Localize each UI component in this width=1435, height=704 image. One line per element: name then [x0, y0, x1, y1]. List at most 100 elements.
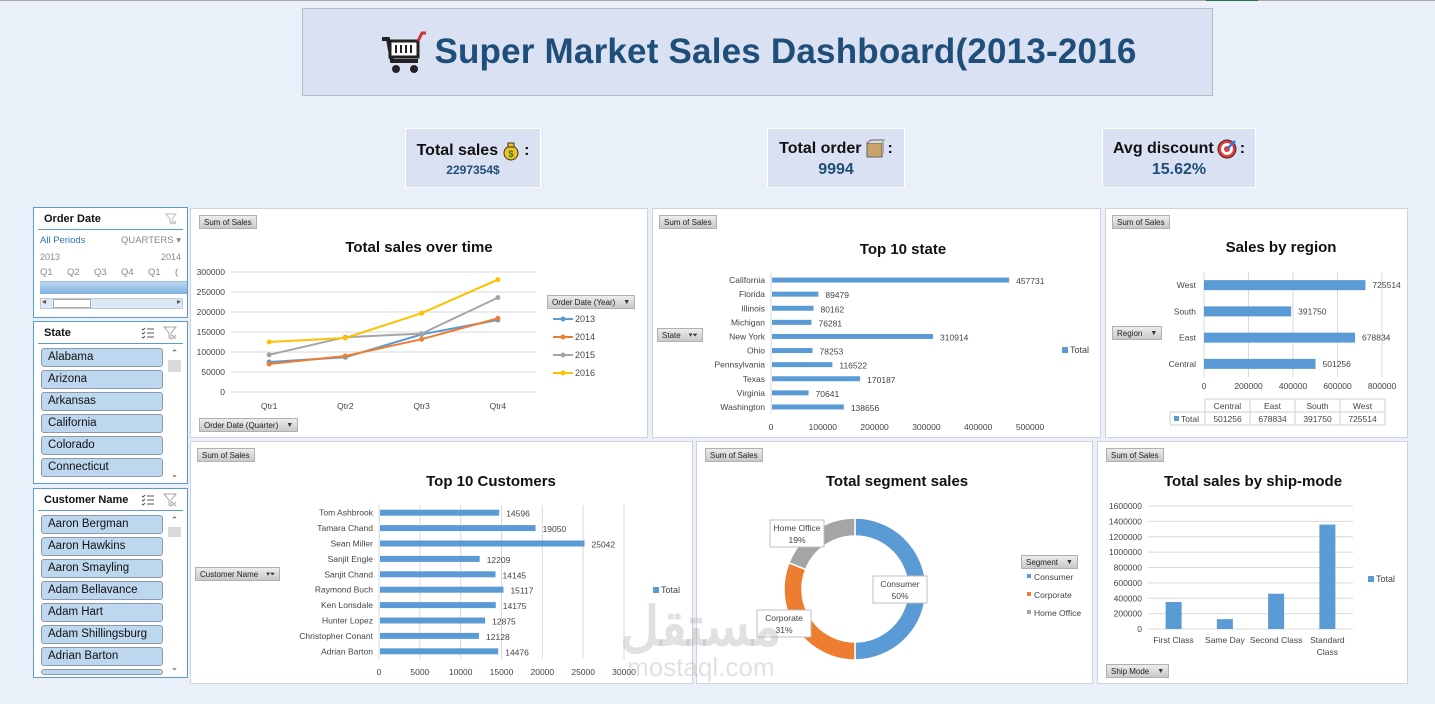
svg-text:5000: 5000	[410, 667, 429, 677]
slicer-item-customer[interactable]: Aaron Smayling	[41, 559, 163, 578]
timeline-scrollbar[interactable]: ◂ ▸	[40, 297, 183, 309]
slicer-item-customer[interactable]: Adrian Barton	[41, 647, 163, 666]
dropdown-arrow-icon: ▼	[286, 421, 294, 429]
svg-text:678834: 678834	[1258, 414, 1287, 424]
svg-text:West: West	[1177, 280, 1197, 290]
clear-filter-icon[interactable]	[163, 326, 177, 340]
timeline-bar[interactable]	[40, 281, 187, 294]
sum-of-sales-button[interactable]: Sum of Sales	[705, 448, 763, 462]
order-date-quarter-button[interactable]: Order Date (Quarter) ▼	[199, 418, 299, 432]
time-level-dropdown[interactable]: QUARTERS ▾	[120, 235, 181, 246]
sum-of-sales-button[interactable]: Sum of Sales	[197, 448, 255, 462]
multi-select-icon[interactable]	[141, 327, 155, 339]
quarter-label[interactable]: Q3	[94, 267, 107, 278]
slicer-item-customer[interactable]: Adam Shillingsburg	[41, 625, 163, 644]
svg-text:1400000: 1400000	[1109, 516, 1142, 526]
svg-text:Qtr3: Qtr3	[413, 401, 430, 411]
clear-filter-icon[interactable]	[165, 213, 177, 225]
sales-by-region-chart[interactable]: Sum of Sales Sales by region 0 200000 4000…	[1105, 208, 1408, 438]
svg-text:14175: 14175	[503, 601, 527, 611]
svg-text:1600000: 1600000	[1109, 501, 1142, 511]
svg-text:Adrian Barton: Adrian Barton	[321, 646, 373, 656]
slicer-item-alabama[interactable]: Alabama	[41, 348, 163, 367]
slicer-item-customer[interactable]: Aaron Hawkins	[41, 537, 163, 556]
chart-title: Total segment sales	[825, 473, 969, 490]
window-top-border	[0, 0, 1435, 1]
sum-of-sales-button[interactable]: Sum of Sales	[199, 215, 257, 229]
chart-title: Top 10 state	[859, 241, 947, 258]
scroll-thumb[interactable]	[53, 299, 91, 308]
scroll-thumb[interactable]	[168, 360, 181, 372]
slicer-item-arizona[interactable]: Arizona	[41, 370, 163, 389]
scroll-down-icon[interactable]: ⌄	[170, 469, 179, 479]
top10-customers-chart[interactable]: Sum of Sales Top 10 Customers 0 5000 10000…	[190, 441, 693, 684]
quarter-label[interactable]: Q1	[40, 267, 53, 278]
order-date-timeline-slicer[interactable]: Order Date All Periods QUARTERS ▾ 2013 2…	[33, 207, 188, 318]
segment-filter-button[interactable]: Segment ▼	[1021, 555, 1078, 569]
svg-text:Home Office: Home Office	[773, 523, 820, 533]
slicer-item-partial[interactable]	[41, 669, 163, 675]
all-periods-label[interactable]: All Periods	[40, 235, 86, 246]
sum-of-sales-button[interactable]: Sum of Sales	[1112, 215, 1170, 229]
kpi-total-order: Total order : 9994	[767, 128, 905, 188]
sum-of-sales-button[interactable]: Sum of Sales	[1106, 448, 1164, 462]
svg-text:2016: 2016	[575, 368, 595, 378]
svg-text:1000000: 1000000	[1109, 547, 1142, 557]
slicer-item-customer[interactable]: Aaron Bergman	[41, 515, 163, 534]
svg-text:170187: 170187	[867, 375, 896, 385]
slicer-title: Customer Name	[44, 493, 129, 506]
svg-text:Qtr1: Qtr1	[261, 401, 278, 411]
state-slicer[interactable]: State Alabama Arizona Arkansas Californi…	[33, 321, 188, 484]
ship-mode-filter-button[interactable]: Ship Mode ▼	[1106, 664, 1170, 678]
slicer-item-connecticut[interactable]: Connecticut	[41, 458, 163, 477]
sum-of-sales-button[interactable]: Sum of Sales	[659, 215, 717, 229]
clear-filter-icon[interactable]	[163, 493, 177, 507]
state-scrollbar[interactable]: ⌃ ⌄	[168, 348, 181, 480]
quarter-label[interactable]: Q4	[121, 267, 134, 278]
svg-text:Second Class: Second Class	[1250, 635, 1302, 645]
scroll-left-icon[interactable]: ◂	[42, 297, 47, 306]
quarter-label[interactable]: Q2	[67, 267, 80, 278]
scroll-up-icon[interactable]: ⌃	[170, 348, 179, 358]
state-filter-button[interactable]: State ▾⏷	[657, 328, 703, 342]
svg-text:800000: 800000	[1368, 381, 1397, 391]
svg-text:Consumer: Consumer	[880, 579, 919, 589]
slicer-item-arkansas[interactable]: Arkansas	[41, 392, 163, 411]
sales-over-time-chart[interactable]: Sum of Sales Total sales over time 0 5000…	[190, 208, 648, 438]
slicer-item-colorado[interactable]: Colorado	[41, 436, 163, 455]
quarter-label[interactable]: Q1	[148, 267, 161, 278]
svg-text:200000: 200000	[197, 307, 226, 317]
svg-text:Hunter Lopez: Hunter Lopez	[322, 616, 373, 626]
customer-name-slicer[interactable]: Customer Name Aaron Bergman Aaron Hawkin…	[33, 488, 188, 678]
ship-mode-chart[interactable]: Sum of Sales Total sales by ship-mode 0 2…	[1097, 441, 1408, 684]
scroll-down-icon[interactable]: ⌄	[170, 662, 179, 672]
customer-scrollbar[interactable]: ⌃ ⌄	[168, 515, 181, 673]
svg-text:14596: 14596	[506, 509, 530, 519]
scroll-up-icon[interactable]: ⌃	[170, 515, 179, 525]
segment-sales-chart[interactable]: Sum of Sales Total segment sales Consume…	[696, 441, 1093, 684]
svg-text:Tom Ashbrook: Tom Ashbrook	[319, 508, 374, 518]
svg-text:Ohio: Ohio	[747, 346, 765, 356]
slicer-item-california[interactable]: California	[41, 414, 163, 433]
svg-text:100000: 100000	[809, 422, 838, 432]
svg-text:30000: 30000	[612, 667, 636, 677]
svg-text:Florida: Florida	[739, 289, 765, 299]
region-filter-button[interactable]: Region ▼	[1112, 326, 1163, 340]
customer-name-filter-button[interactable]: Customer Name ▾⏷	[195, 567, 281, 581]
slicer-item-customer[interactable]: Adam Bellavance	[41, 581, 163, 600]
svg-text:Ken Lonsdale: Ken Lonsdale	[321, 600, 373, 610]
scroll-thumb[interactable]	[168, 527, 181, 537]
svg-text:310914: 310914	[940, 332, 969, 342]
quarter-label[interactable]: (	[175, 267, 179, 278]
svg-text:31%: 31%	[775, 625, 792, 635]
svg-text:25000: 25000	[571, 667, 595, 677]
svg-text:$: $	[509, 149, 514, 159]
svg-text:Qtr4: Qtr4	[490, 401, 507, 411]
top10-state-chart[interactable]: Sum of Sales Top 10 state 0 100000 200000 3…	[652, 208, 1101, 438]
slicer-item-customer[interactable]: Adam Hart	[41, 603, 163, 622]
multi-select-icon[interactable]	[141, 494, 155, 506]
svg-text:725514: 725514	[1372, 280, 1401, 290]
svg-text:10000: 10000	[449, 667, 473, 677]
order-date-year-button[interactable]: Order Date (Year) ▼	[547, 295, 636, 309]
scroll-right-icon[interactable]: ▸	[176, 297, 181, 306]
